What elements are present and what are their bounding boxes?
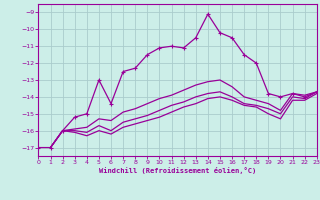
X-axis label: Windchill (Refroidissement éolien,°C): Windchill (Refroidissement éolien,°C) bbox=[99, 167, 256, 174]
